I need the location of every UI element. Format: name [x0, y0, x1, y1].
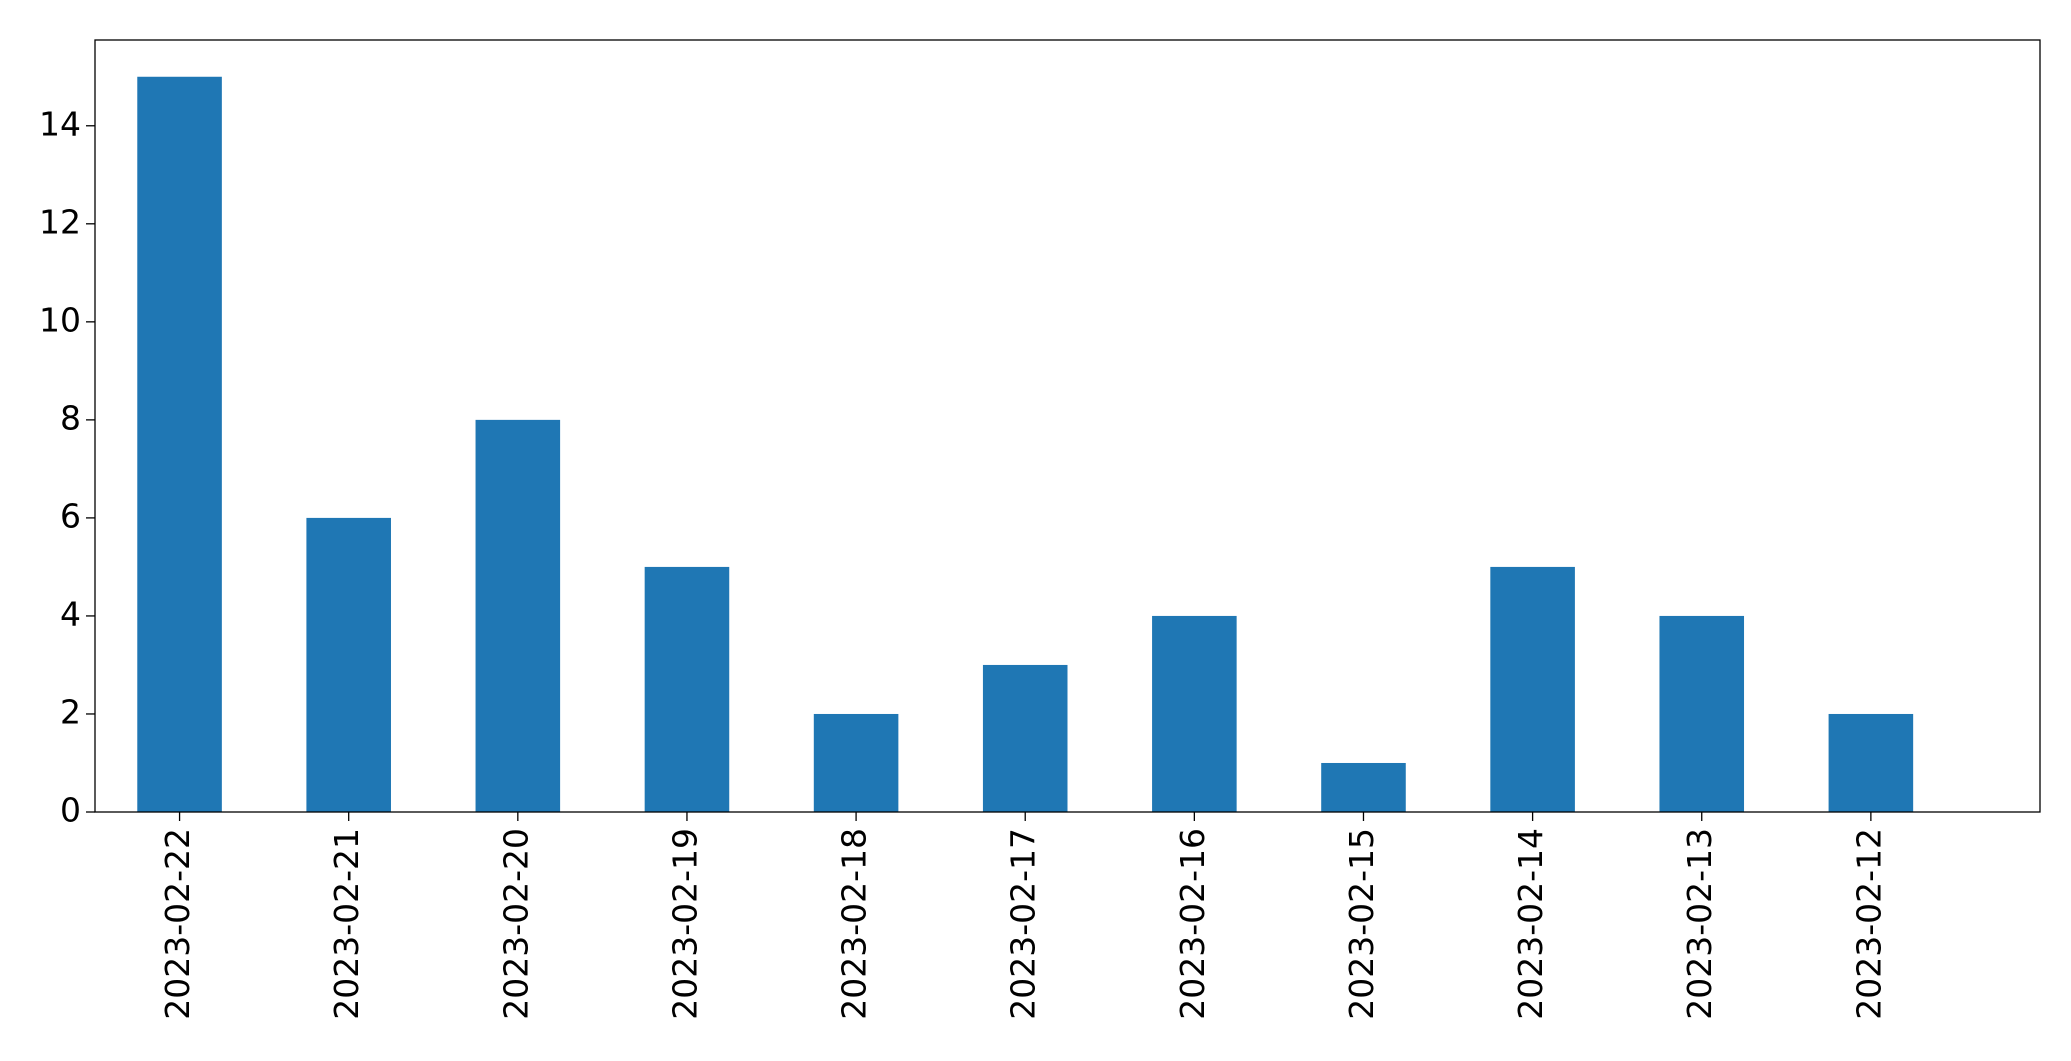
x-tick-label: 2023-02-12	[1849, 828, 1888, 1020]
bars-layer	[137, 76, 1914, 812]
bar-2023-02-22	[137, 76, 222, 812]
x-tick-label: 2023-02-17	[1004, 828, 1043, 1020]
x-tick-label: 2023-02-22	[158, 828, 197, 1020]
bar-2023-02-20	[475, 419, 561, 812]
bar-2023-02-14	[1490, 566, 1575, 812]
y-tick-label: 12	[39, 202, 81, 241]
plot-frame	[94, 39, 2041, 813]
y-tick-label: 2	[60, 692, 81, 731]
x-tick-label: 2023-02-15	[1342, 828, 1381, 1020]
y-tick-label: 8	[60, 398, 81, 437]
bar-2023-02-18	[813, 713, 899, 812]
bar-2023-02-13	[1659, 615, 1745, 812]
bar-2023-02-12	[1828, 713, 1914, 812]
x-tick-label: 2023-02-20	[496, 828, 535, 1020]
y-tick-label: 0	[60, 791, 81, 830]
x-tick-label: 2023-02-13	[1680, 828, 1719, 1020]
y-tick-label: 6	[60, 496, 81, 535]
x-tick-label: 2023-02-19	[665, 828, 704, 1020]
y-tick-label: 4	[60, 594, 81, 633]
x-tick-label: 2023-02-18	[835, 828, 874, 1020]
bar-2023-02-19	[644, 566, 730, 812]
bar-2023-02-15	[1321, 762, 1406, 812]
x-tick-label: 2023-02-14	[1511, 828, 1550, 1020]
bar-2023-02-21	[306, 517, 391, 812]
x-tick-label: 2023-02-16	[1173, 828, 1212, 1020]
x-tick-label: 2023-02-21	[327, 828, 366, 1020]
y-tick-label: 14	[39, 104, 81, 143]
y-axis: 0 2 4 6 8 10 12 14	[39, 104, 95, 830]
bar-2023-02-17	[982, 664, 1068, 812]
y-tick-label: 10	[39, 300, 81, 339]
bar-2023-02-16	[1152, 615, 1237, 812]
x-axis: 2023-02-22 2023-02-21 2023-02-20 2023-02-19…	[158, 812, 1888, 1020]
